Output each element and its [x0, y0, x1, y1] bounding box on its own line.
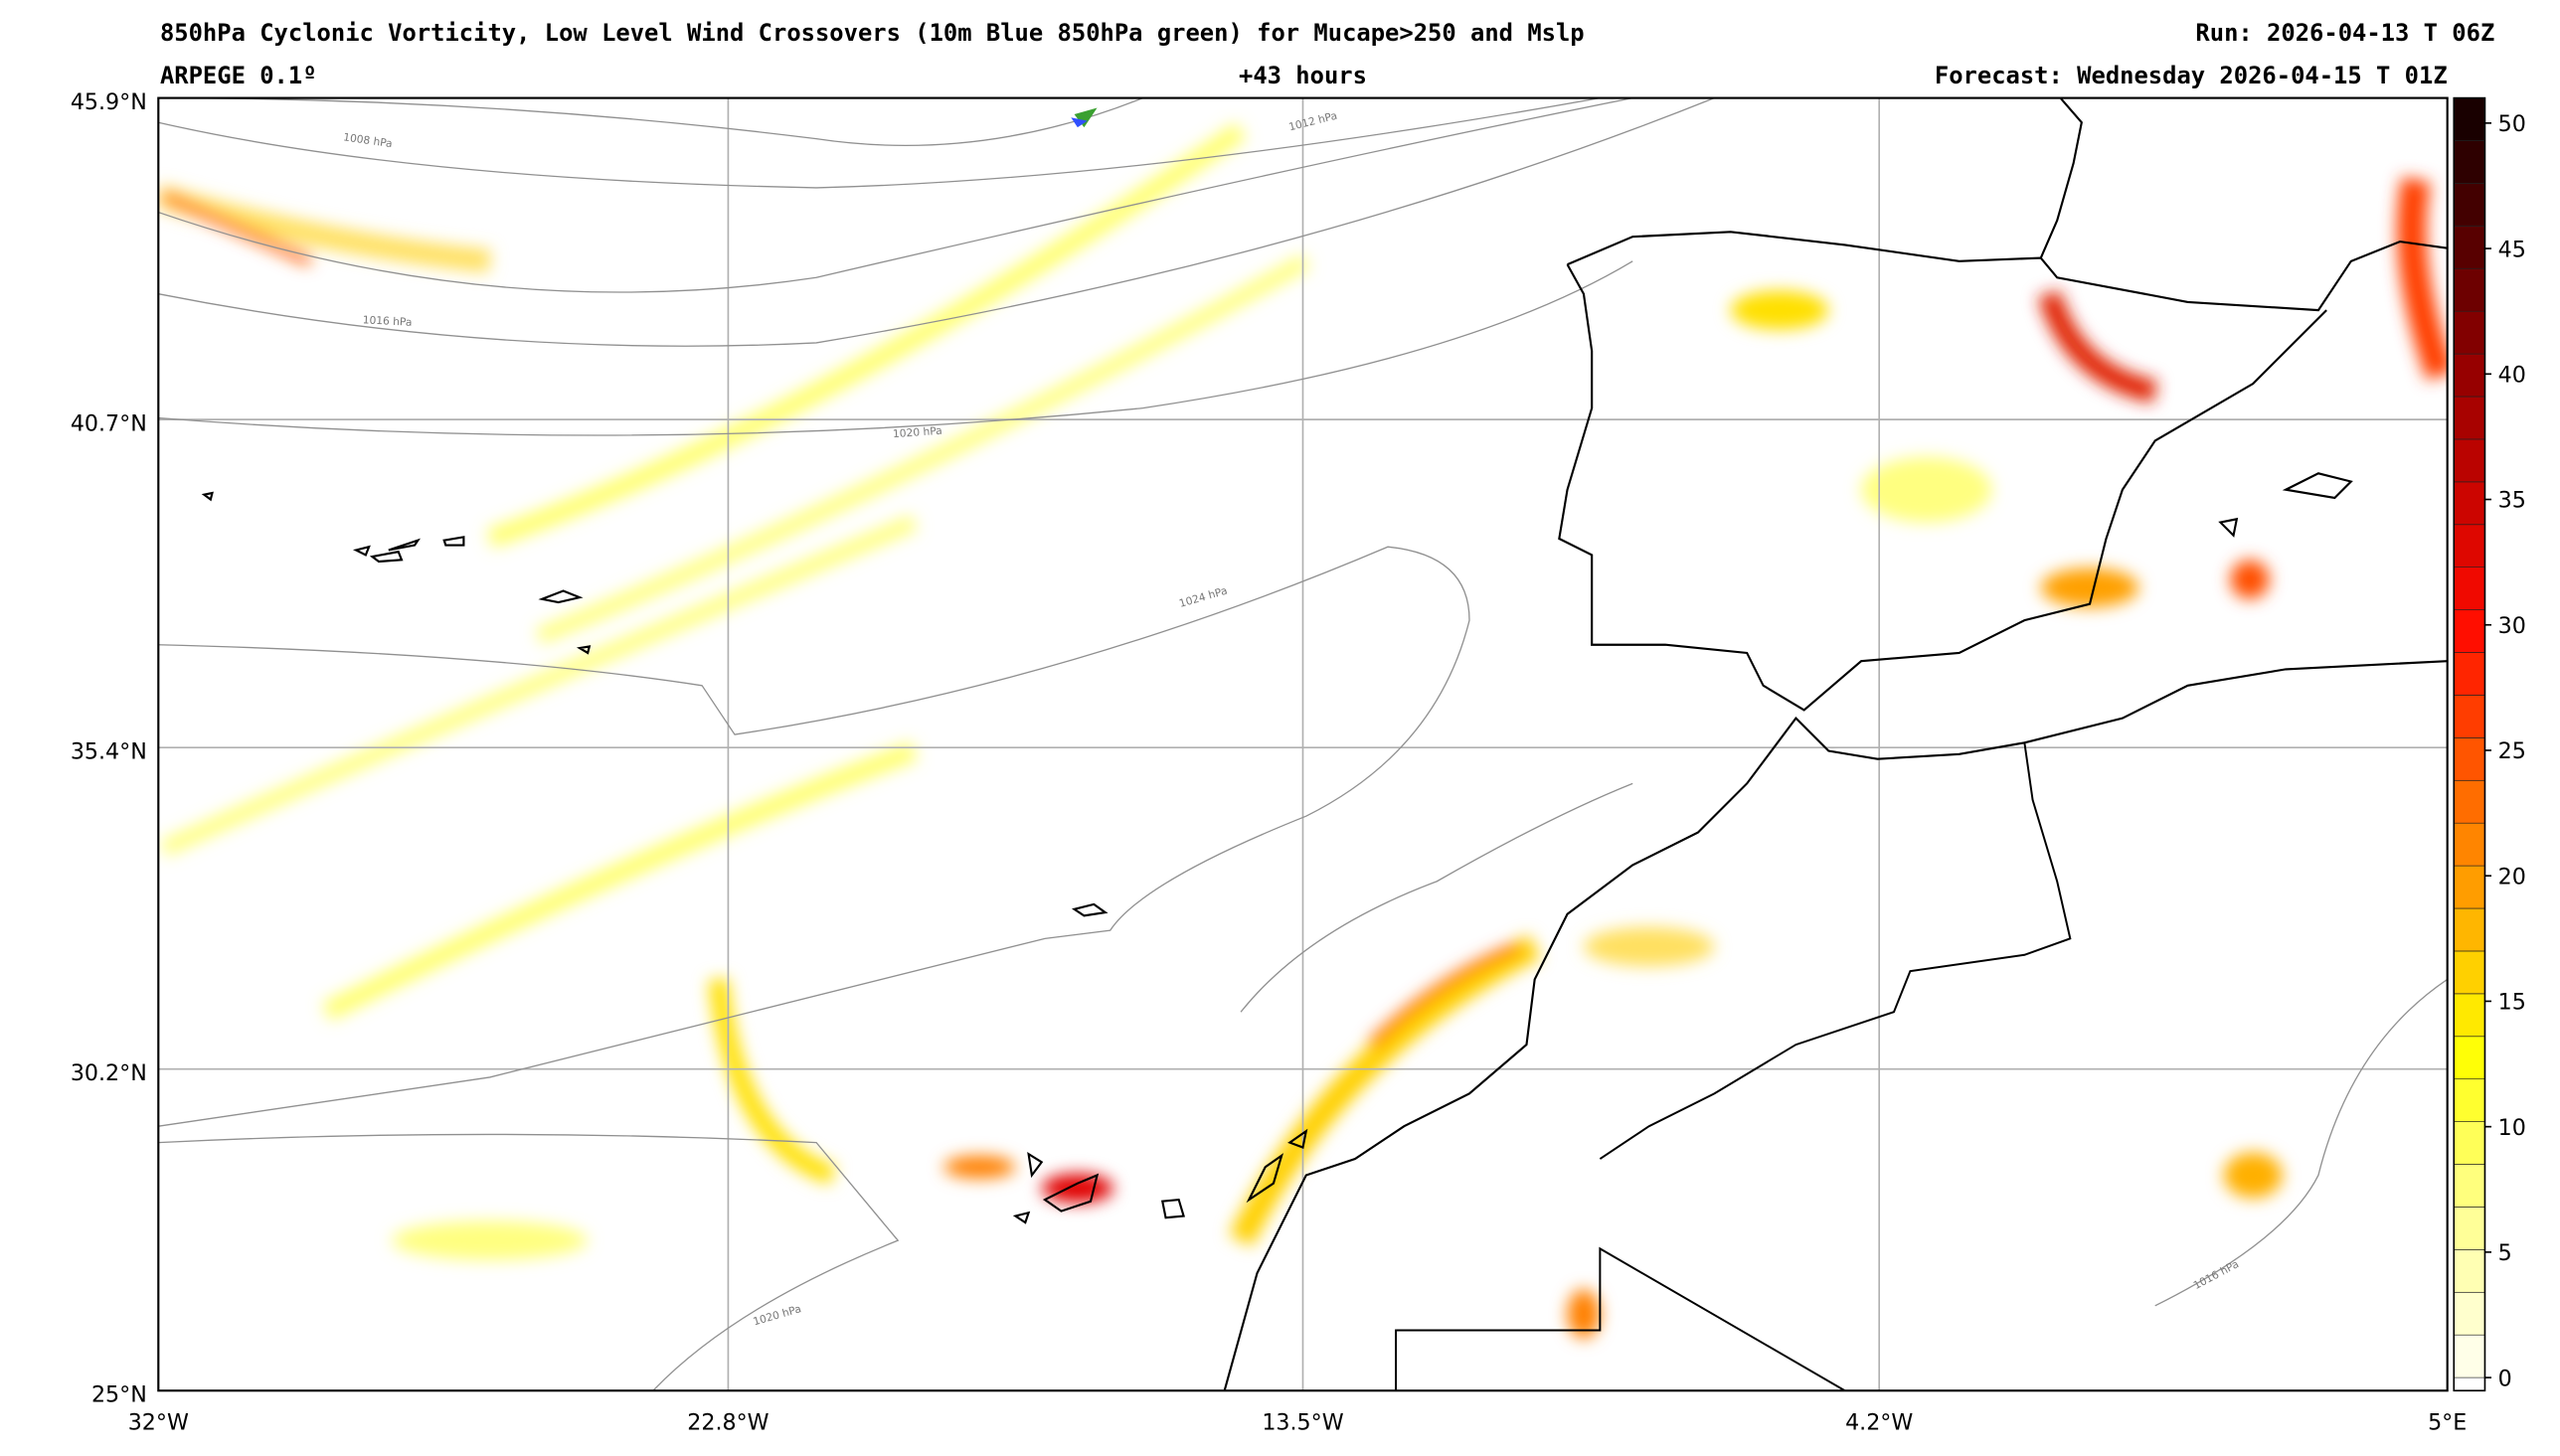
vorticity-band: [322, 741, 919, 1022]
lat-label: 25°N: [91, 1382, 147, 1408]
forecast-time: Forecast: Wednesday 2026-04-15 T 01Z: [1935, 62, 2448, 89]
colorbar-segment: [2453, 1249, 2485, 1293]
france-coast: [2039, 97, 2083, 258]
vorticity-max: [1730, 290, 1829, 330]
colorbar-segment: [2453, 865, 2485, 909]
isobar-label: 1016 hPa: [362, 313, 412, 329]
lon-label: 13.5°W: [1262, 1410, 1343, 1436]
colorbar-segment: [2453, 907, 2485, 952]
colorbar-tick-label: 35: [2498, 488, 2526, 514]
vorticity-max: [1861, 456, 1992, 523]
colorbar-segment: [2453, 1036, 2485, 1080]
lon-label: 32°W: [128, 1410, 189, 1436]
lon-axis: 32°W 22.8°W 13.5°W 4.2°W 5°E: [128, 1410, 2468, 1436]
colorbar-segment: [2453, 524, 2485, 568]
chart-title: 850hPa Cyclonic Vorticity, Low Level Win…: [160, 19, 1585, 47]
colorbar-segment: [2453, 1121, 2485, 1165]
country-border: [1395, 742, 2072, 1391]
lon-label: 22.8°W: [687, 1410, 768, 1436]
azores-islands: [201, 491, 592, 655]
colorbar-frame: [2453, 96, 2486, 1392]
lon-label: 5°E: [2428, 1410, 2467, 1436]
colorbar-segment: [2453, 695, 2485, 738]
iberia-coast: [1558, 231, 2448, 712]
colorbar-segment: [2453, 737, 2485, 781]
colorbar-segment: [2453, 226, 2485, 269]
vorticity-max: [943, 1155, 1016, 1179]
run-time: Run: 2026-04-13 T 06Z: [2195, 19, 2494, 47]
colorbar-segment: [2453, 140, 2485, 184]
colorbar-tick-label: 5: [2498, 1240, 2512, 1266]
lat-label: 35.4°N: [71, 739, 147, 765]
vorticity-max: [1583, 926, 1715, 967]
vorticity-max: [1567, 1289, 1601, 1339]
colorbar-tick-label: 0: [2498, 1366, 2512, 1391]
vorticity-band: [535, 253, 1310, 645]
colorbar-tick-label: 15: [2498, 990, 2526, 1016]
colorbar-segment: [2453, 779, 2485, 824]
vorticity-band: [2397, 176, 2448, 381]
lon-label: 4.2°W: [1845, 1410, 1913, 1436]
colorbar-segment: [2453, 1207, 2485, 1250]
colorbar-segment: [2453, 438, 2485, 483]
colorbar-segment: [2453, 609, 2485, 653]
balearic-islands: [2218, 472, 2353, 538]
colorbar-tick-label: 45: [2498, 237, 2526, 262]
coastlines: [201, 97, 2448, 1391]
lat-axis: 45.9°N 40.7°N 35.4°N 30.2°N 25°N: [71, 89, 147, 1408]
canary-islands: [1012, 1128, 1308, 1224]
vorticity-max: [2230, 560, 2270, 599]
vorticity-band: [708, 978, 836, 1185]
colorbar-segment: [2453, 353, 2485, 398]
colorbar-segment: [2453, 566, 2485, 610]
colorbar-segment: [2453, 97, 2485, 141]
colorbar-segment: [2453, 993, 2485, 1038]
isobar-label: 1020 hPa: [893, 424, 943, 440]
colorbar-segment: [2453, 1334, 2485, 1378]
map-area: 1008 hPa 1012 hPa 1016 hPa 1020 hPa 1024…: [158, 97, 2448, 1391]
colorbar-tick-label: 50: [2498, 111, 2526, 137]
colorbar: 0 5 10 15 20 25 30 35 40 45 50: [2453, 96, 2526, 1392]
vorticity-max: [1041, 1173, 1113, 1204]
lat-label: 30.2°N: [71, 1060, 147, 1086]
vorticity-band: [486, 122, 1247, 549]
colorbar-tick-label: 10: [2498, 1115, 2526, 1141]
colorbar-segment: [2453, 950, 2485, 995]
colorbar-segment: [2453, 1164, 2485, 1208]
africa-coast: [1223, 660, 2448, 1391]
vorticity-max: [392, 1220, 589, 1260]
colorbar-segment: [2453, 183, 2485, 227]
colorbar-segment: [2453, 1078, 2485, 1122]
colorbar-segment: [2453, 396, 2485, 440]
model-name: ARPEGE 0.1º: [160, 62, 317, 89]
map-frame: [157, 96, 2449, 1392]
lat-label: 45.9°N: [71, 89, 147, 115]
colorbar-tick-label: 20: [2498, 864, 2526, 890]
colorbar-segment: [2453, 481, 2485, 526]
colorbar-tick-label: 25: [2498, 738, 2526, 764]
colorbar-segment: [2453, 822, 2485, 867]
wind-crossover-marker: [1071, 117, 1088, 128]
lead-time: +43 hours: [1239, 62, 1367, 89]
colorbar-tick-label: 30: [2498, 613, 2526, 639]
wind-crossover-marker: [1074, 107, 1098, 128]
vorticity-max: [2223, 1152, 2283, 1199]
lat-label: 40.7°N: [71, 411, 147, 437]
colorbar-segment: [2453, 267, 2485, 312]
vorticity-field: [158, 122, 2448, 1339]
colorbar-segment: [2453, 310, 2485, 355]
vorticity-max: [2040, 567, 2139, 607]
colorbar-segment: [2453, 652, 2485, 696]
vorticity-band: [2037, 290, 2158, 404]
vorticity-band: [159, 515, 918, 857]
colorbar-segment: [2453, 1291, 2485, 1336]
madeira-island: [1071, 902, 1109, 917]
vorticity-band: [1367, 941, 1521, 1049]
graticule: [158, 97, 2448, 1391]
colorbar-tick-label: 40: [2498, 363, 2526, 389]
